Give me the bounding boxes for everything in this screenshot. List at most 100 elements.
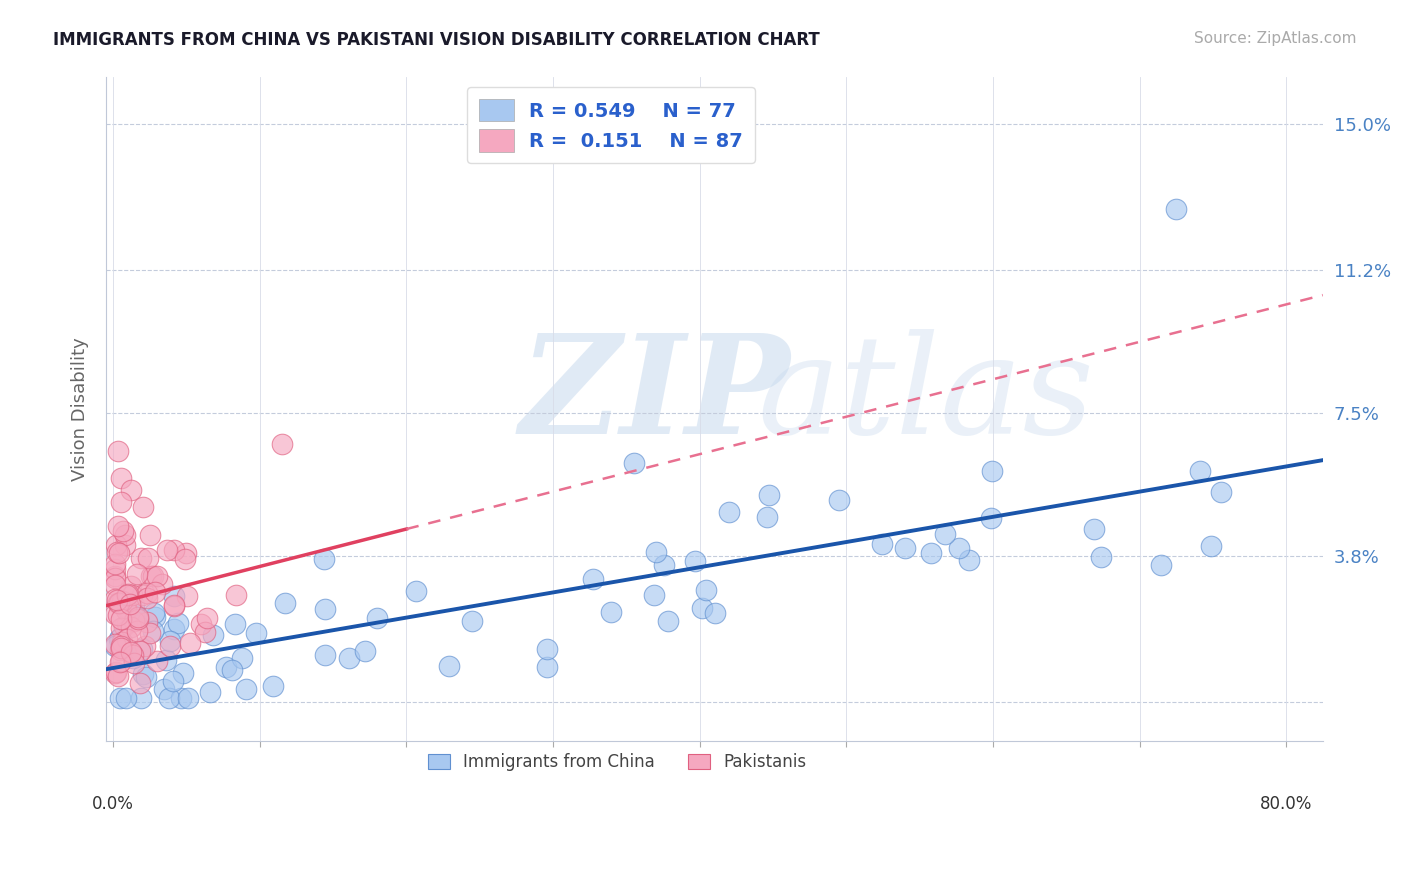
Point [145,569,167,583]
Point [195,611,218,625]
Point [150,577,173,591]
Point [120,645,142,659]
Point [894,541,917,555]
Point [122,651,145,665]
Point [105,545,128,559]
Point [190,617,212,632]
Point [110,639,132,653]
Point [153,682,176,697]
Point [131,588,153,602]
Point [1199,539,1222,553]
Point [139,626,162,640]
Point [245,626,267,640]
Point [828,492,851,507]
Point [135,591,157,605]
Point [114,599,136,614]
Point [948,541,970,556]
Point [122,648,145,663]
Point [193,624,215,639]
Point [112,619,135,633]
Point [134,639,156,653]
Point [127,612,149,626]
Point [1209,484,1232,499]
Point [215,660,238,674]
Point [107,596,129,610]
Point [104,591,127,606]
Point [582,573,605,587]
Point [104,637,127,651]
Point [176,589,198,603]
Point [104,557,127,571]
Point [128,675,150,690]
Point [114,691,136,706]
Point [105,593,128,607]
Point [110,643,132,657]
Point [870,537,893,551]
Point [107,519,129,533]
Point [163,599,186,613]
Point [718,505,741,519]
Point [652,558,675,572]
Point [156,543,179,558]
Point [536,642,558,657]
Point [758,488,780,502]
Point [146,654,169,668]
Point [114,538,136,552]
Point [110,494,132,508]
Point [314,601,336,615]
Point [221,663,243,677]
Point [270,436,292,450]
Point [235,681,257,696]
Point [117,587,139,601]
Point [139,528,162,542]
Point [934,527,956,541]
Point [179,636,201,650]
Point [115,632,138,647]
Point [104,577,127,591]
Text: atlas: atlas [756,329,1094,463]
Point [536,660,558,674]
Point [645,544,668,558]
Point [129,550,152,565]
Point [110,471,132,485]
Point [155,653,177,667]
Point [107,444,129,458]
Point [1166,202,1188,216]
Point [643,589,665,603]
Point [104,538,127,552]
Point [127,610,149,624]
Point [115,615,138,630]
Point [108,546,131,560]
Point [683,554,706,568]
Point [176,545,198,559]
Point [111,635,134,649]
Point [159,639,181,653]
Point [110,691,132,706]
Point [124,598,146,612]
Point [1090,549,1112,564]
Point [200,685,222,699]
Point [756,509,779,524]
Point [314,552,336,566]
Point [224,617,246,632]
Point [135,615,157,629]
Point [115,588,138,602]
Point [354,644,377,658]
Point [120,620,142,634]
Point [1150,558,1173,572]
Point [104,562,127,576]
Point [262,679,284,693]
Point [145,610,167,624]
Point [957,553,980,567]
Point [163,542,186,557]
Y-axis label: Vision Disability: Vision Disability [72,337,89,481]
Point [690,601,713,615]
Point [163,622,186,636]
Point [920,546,942,560]
Point [104,571,127,585]
Point [1083,522,1105,536]
Point [107,608,129,623]
Point [127,566,149,581]
Point [122,614,145,628]
Point [177,691,200,706]
